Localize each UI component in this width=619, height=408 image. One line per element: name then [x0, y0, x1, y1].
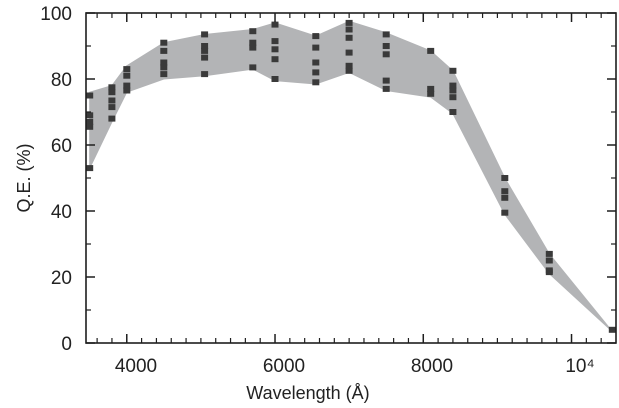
qe-data-point	[345, 49, 353, 56]
qe-data-point	[545, 269, 553, 276]
qe-data-point	[271, 46, 279, 53]
qe-data-point	[160, 47, 168, 54]
qe-data-point	[271, 56, 279, 63]
qe-data-point	[545, 250, 553, 257]
qe-data-point	[382, 31, 390, 38]
qe-data-point	[382, 43, 390, 49]
qe-data-point	[449, 94, 457, 101]
qe-data-point	[345, 34, 353, 41]
qe-data-point	[86, 123, 94, 130]
x-tick-label-6000: 6000	[263, 356, 305, 377]
qe-data-point	[123, 87, 131, 94]
qe-data-point	[86, 112, 94, 119]
y-tick-label-0: 0	[61, 334, 72, 355]
qe-data-point	[201, 54, 209, 61]
qe-data-point	[249, 64, 257, 71]
qe-data-point	[160, 64, 168, 71]
qe-data-point	[449, 87, 457, 94]
y-tick-label-60: 60	[51, 136, 72, 157]
x-tick-label-10000: 10⁴	[565, 356, 594, 377]
qe-data-point	[382, 85, 390, 92]
qe-data-point	[271, 38, 279, 45]
data-points-layer	[86, 19, 616, 333]
qe-data-point	[608, 326, 616, 333]
qe-data-point	[427, 85, 435, 92]
qe-data-point	[160, 71, 168, 78]
qe-range-band-layer	[89, 20, 613, 332]
qe-data-point	[249, 44, 257, 51]
qe-data-point	[382, 77, 390, 84]
qe-data-point	[201, 71, 209, 78]
qe-data-point	[427, 90, 435, 97]
qe-data-point	[201, 47, 209, 54]
qe-data-point	[249, 28, 257, 35]
y-tick-label-100: 100	[40, 4, 72, 25]
qe-data-point	[501, 194, 509, 201]
qe-data-point	[345, 67, 353, 74]
qe-data-point	[345, 26, 353, 33]
y-tick-label-20: 20	[51, 268, 72, 289]
qe-data-point	[201, 43, 209, 49]
qe-data-point	[449, 82, 457, 89]
qe-data-point	[312, 79, 320, 86]
x-axis-title: Wavelength (Å)	[246, 383, 369, 403]
qe-data-point	[312, 33, 320, 40]
qe-data-point	[123, 66, 131, 73]
qe-data-point	[501, 209, 509, 216]
qe-data-point	[271, 21, 279, 28]
x-tick-label-4000: 4000	[115, 356, 157, 377]
qe-data-point	[312, 59, 320, 66]
qe-data-point	[545, 257, 553, 264]
qe-data-point	[345, 62, 353, 69]
qe-data-point	[312, 69, 320, 76]
qe-data-point	[123, 72, 131, 79]
qe-data-point	[201, 31, 209, 38]
y-tick-label-40: 40	[51, 202, 72, 223]
y-axis-title: Q.E. (%)	[14, 143, 34, 212]
qe-range-band	[89, 20, 613, 332]
qe-data-point	[86, 118, 94, 125]
qe-data-point	[271, 76, 279, 82]
qe-data-point	[501, 188, 509, 195]
qe-data-point	[449, 109, 457, 115]
plot-frame	[85, 12, 617, 344]
qe-data-point	[312, 44, 320, 51]
qe-data-point	[108, 89, 116, 96]
qe-data-point	[345, 19, 353, 26]
qe-data-point	[160, 59, 168, 66]
y-tick-label-80: 80	[51, 70, 72, 91]
qe-data-point	[108, 84, 116, 91]
qe-data-point	[249, 39, 257, 46]
qe-data-point	[108, 115, 116, 122]
qe-data-point	[160, 39, 168, 46]
qe-data-point	[427, 47, 435, 54]
qe-data-point	[449, 67, 457, 74]
x-tick-label-8000: 8000	[411, 356, 453, 377]
qe-data-point	[108, 97, 116, 104]
qe-data-point	[501, 175, 509, 181]
qe-data-point	[108, 104, 116, 111]
qe-data-point	[86, 92, 94, 99]
qe-data-point	[382, 51, 390, 58]
qe-data-point	[123, 82, 131, 89]
qe-data-point	[86, 165, 94, 172]
